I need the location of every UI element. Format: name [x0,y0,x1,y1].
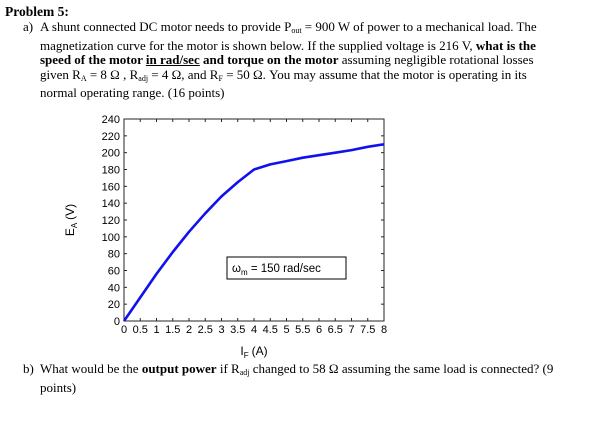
x-axis-label: IF (A) [240,344,267,360]
question-b-part: What would be the [40,361,142,376]
question-a-bold: what is the speed of the motor [40,37,536,68]
y-tick-label: 100 [102,232,120,244]
question-b-label: b) [23,361,34,376]
y-tick-label: 220 [102,131,120,143]
chart-ticks: 0 20 40 60 80 100 120 140 160 180 200 220 240 0 0.5 1 1.… [102,114,387,336]
question-a-part: = 900 W of power to a mechanical load. T… [40,19,537,53]
x-tick-label: 6.5 [328,324,343,336]
question-b-part: changed to 58 Ω assuming the same load i… [40,361,554,395]
x-tick-label: 3 [218,324,224,336]
y-tick-label: 200 [102,148,120,160]
question-b-bold: output power [141,361,217,376]
question-a: a) A shunt connected DC motor needs to p… [23,19,563,101]
y-tick-label: 80 [108,249,120,261]
x-tick-label: 5.5 [295,324,310,336]
question-a-part: assuming negligible rotational losses gi… [40,52,534,82]
question-a-subscript: A [80,73,87,83]
y-tick-label: 0 [114,316,120,328]
question-a-subscript: adj [138,73,149,83]
question-a-subscript: F [218,73,223,83]
x-tick-label: 4.5 [263,324,278,336]
annotation-box: ωm = 150 rad/sec [226,256,347,280]
chart-axes [123,118,385,322]
y-tick-label: 180 [102,165,120,177]
plot-area-box [123,118,385,322]
question-a-part: = 50 Ω. You may assume that the motor is… [40,66,527,101]
question-a-label: a) [23,19,34,34]
x-tick-label: 5 [283,324,289,336]
question-a-underline: in rad/sec [145,52,200,68]
chart-series [122,143,385,322]
x-tick-label: 2 [186,324,192,336]
x-tick-label: 4 [251,324,257,336]
question-b-text: What would be the output power if Radj c… [40,361,563,395]
question-b-subscript: adj [239,368,250,377]
question-b: b) What would be the output power if Rad… [23,361,563,395]
y-tick-label: 60 [108,266,120,278]
x-tick-label: 1 [153,324,159,336]
magnetization-curve-line [122,143,385,322]
y-tick-label: 40 [108,282,120,294]
question-b-part: if R [216,361,240,376]
problem-title: Problem 5: [5,4,69,19]
y-axis-label: EA(V) [63,204,79,236]
y-tick-label: 140 [102,198,120,210]
x-tick-label: 8 [381,324,387,336]
y-tick-label: 120 [102,215,120,227]
annotation-text: ωm = 150 rad/sec [232,263,321,277]
question-a-part: = 8 Ω , R [86,66,139,82]
x-tick-label: 2.5 [198,324,213,336]
y-tick-label: 20 [108,299,120,311]
x-tick-label: 0 [121,324,127,336]
x-tick-label: 0.5 [133,324,148,336]
question-a-bold: and torque on the motor [199,52,339,68]
question-a-text: A shunt connected DC motor needs to prov… [40,19,563,101]
annotation-frame [226,256,347,280]
x-tick-label: 7 [348,324,354,336]
y-tick-label: 240 [102,114,120,126]
x-tick-label: 3.5 [230,324,245,336]
y-tick-label: 160 [102,181,120,193]
question-a-part: A shunt connected DC motor needs to prov… [40,19,292,34]
x-tick-label: 6 [316,324,322,336]
x-tick-label: 1.5 [165,324,180,336]
x-tick-label: 7.5 [360,324,375,336]
question-a-part: = 4 Ω, and R [148,66,219,82]
question-a-subscript: out [291,26,302,35]
